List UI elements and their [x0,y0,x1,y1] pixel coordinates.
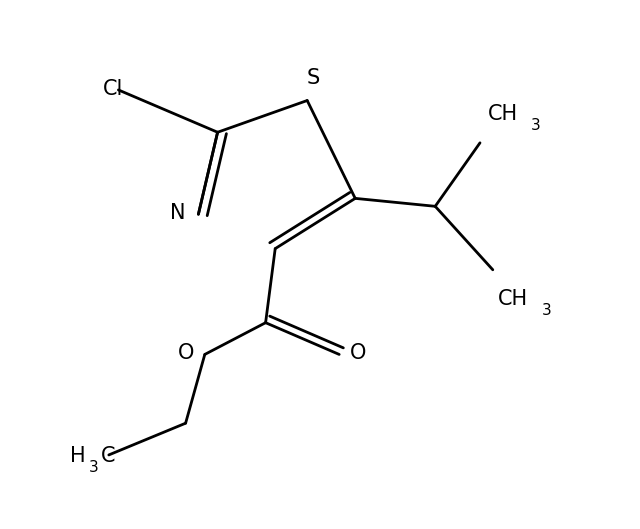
Text: 3: 3 [531,118,541,133]
Text: H: H [70,446,86,466]
Text: O: O [177,343,194,363]
Text: CH: CH [498,289,528,309]
Text: CH: CH [488,104,518,124]
Text: O: O [350,343,367,363]
Text: 3: 3 [541,303,551,318]
Text: C: C [101,446,116,466]
Text: Cl: Cl [103,79,124,99]
Text: S: S [307,68,320,88]
Text: 3: 3 [88,460,98,475]
Text: N: N [170,203,186,223]
